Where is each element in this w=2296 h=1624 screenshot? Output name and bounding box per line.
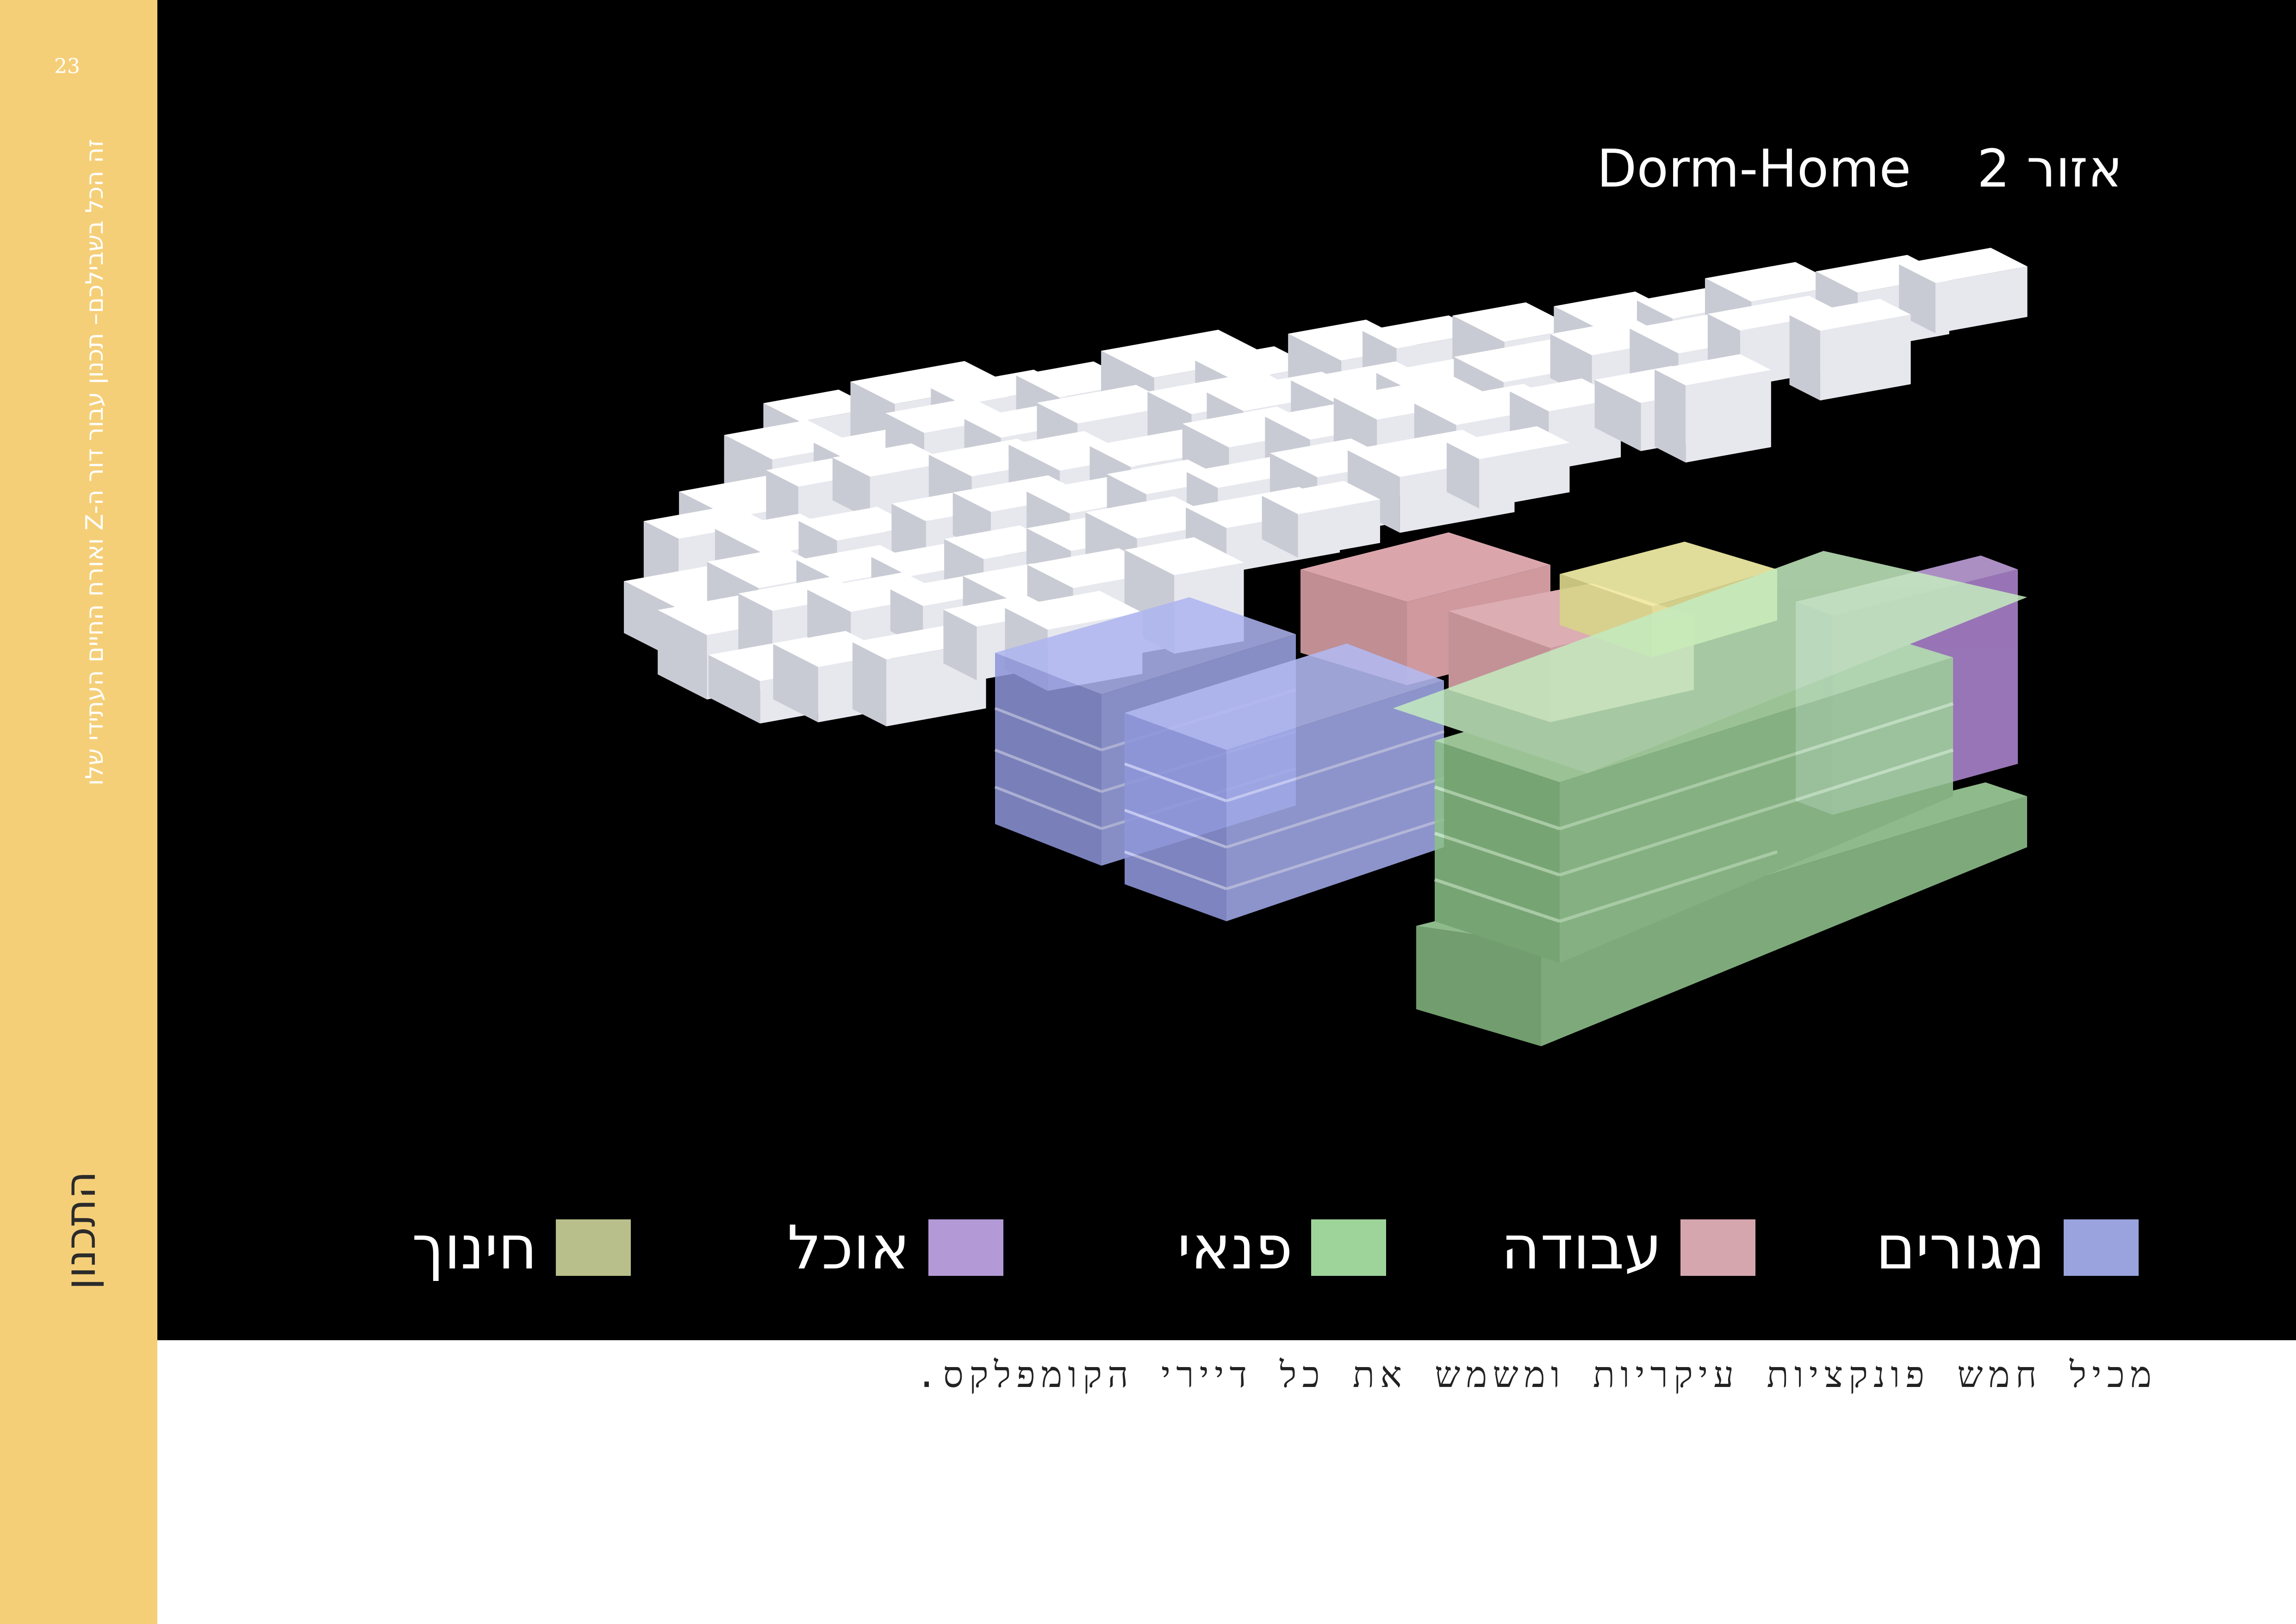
white-block xyxy=(1820,314,1911,401)
white-block xyxy=(1298,499,1380,558)
white-block xyxy=(1446,426,1570,459)
legend-swatch xyxy=(2064,1219,2139,1276)
page-title: Dorm-Home אזור 2 xyxy=(1597,139,2122,199)
white-block xyxy=(1195,346,1314,381)
white-block xyxy=(850,361,1009,404)
white-block xyxy=(943,609,977,681)
white-block xyxy=(1005,591,1143,630)
white-block xyxy=(1935,266,2028,334)
legend-label: אוכל xyxy=(787,1212,910,1283)
white-block xyxy=(943,595,1059,627)
living-volume-2 xyxy=(1124,643,1444,921)
white-block xyxy=(658,610,707,700)
white-block xyxy=(798,506,916,541)
white-block xyxy=(1037,385,1177,424)
white-block xyxy=(1789,299,1911,331)
white-block xyxy=(832,443,949,477)
white-block xyxy=(643,505,768,539)
legend-item-education: חינוך xyxy=(411,1212,631,1283)
legend-swatch xyxy=(1680,1219,1755,1276)
white-block xyxy=(763,389,875,422)
white-block xyxy=(1333,376,1496,420)
legend-swatch xyxy=(556,1219,631,1276)
white-block xyxy=(1789,315,1820,401)
title-zone: אזור 2 xyxy=(1977,139,2122,199)
legend-swatch xyxy=(928,1219,1003,1276)
white-block xyxy=(1124,537,1244,575)
white-block xyxy=(773,644,818,723)
title-brand: Dorm-Home xyxy=(1597,139,1911,199)
legend-label: פנאי xyxy=(1177,1212,1293,1283)
white-block xyxy=(1101,330,1271,378)
white-block xyxy=(852,642,887,726)
white-block xyxy=(1899,248,2028,283)
white-block xyxy=(1686,370,1771,463)
white-block xyxy=(1705,262,1842,302)
sidebar-subtitle: זה הכל בשבילכם– תכנון עבור דור ה-Z ואורח… xyxy=(81,139,109,786)
white-block xyxy=(1446,442,1480,509)
legend-label: מגורים xyxy=(1875,1212,2045,1283)
section-title: התכנון xyxy=(56,1171,105,1290)
white-block xyxy=(1452,302,1578,342)
caption: מכיל חמש פונקציות עיקריות ומשמש את כל די… xyxy=(915,1354,2157,1396)
legend-label: חינוך xyxy=(411,1212,537,1283)
white-block xyxy=(1510,378,1621,412)
white-block xyxy=(708,655,760,724)
legend-label: עבודה xyxy=(1501,1212,1662,1283)
white-block xyxy=(1655,354,1771,386)
white-residential-blocks xyxy=(624,248,2028,726)
massing-model-render xyxy=(624,248,2028,1046)
legend-swatch xyxy=(1311,1219,1386,1276)
white-block xyxy=(1262,481,1380,514)
legend-item-food: אוכל xyxy=(787,1212,1003,1283)
legend-item-work: עבודה xyxy=(1501,1212,1755,1283)
white-block xyxy=(1479,443,1570,509)
white-block xyxy=(832,457,870,519)
page-number: 23 xyxy=(54,55,80,78)
hero-panel: Dorm-Home אזור 2 מגורים עבודה פנאי אוכל … xyxy=(157,0,2296,1340)
legend-item-leisure: פנאי xyxy=(1177,1212,1386,1283)
white-block xyxy=(1707,295,1842,331)
white-block xyxy=(885,398,1010,433)
white-block xyxy=(1655,369,1686,463)
legend-item-living: מגורים xyxy=(1875,1212,2139,1283)
white-block xyxy=(1262,495,1298,558)
white-block xyxy=(952,475,1087,512)
white-block xyxy=(807,572,947,612)
white-block xyxy=(1107,459,1227,494)
white-block xyxy=(1594,380,1641,451)
sidebar: 23 זה הכל בשבילכם– תכנון עבור דור ה-Z וא… xyxy=(0,0,157,1624)
leisure-volume xyxy=(1393,551,2027,1046)
